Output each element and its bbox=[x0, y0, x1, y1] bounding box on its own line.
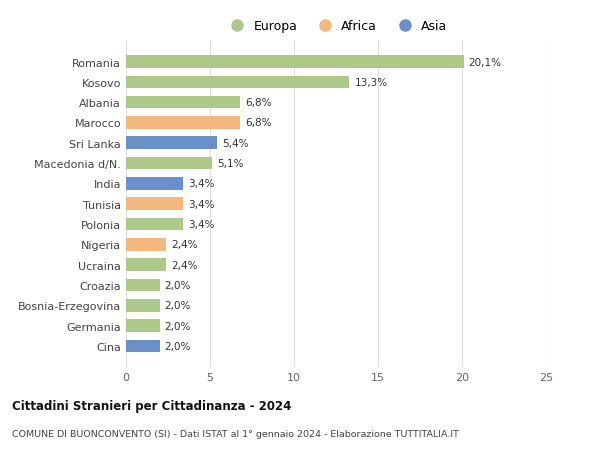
Bar bbox=[126, 56, 464, 69]
Text: 2,4%: 2,4% bbox=[172, 260, 198, 270]
Text: 3,4%: 3,4% bbox=[188, 179, 215, 189]
Text: 2,4%: 2,4% bbox=[172, 240, 198, 250]
Text: 5,1%: 5,1% bbox=[217, 159, 243, 169]
Text: COMUNE DI BUONCONVENTO (SI) - Dati ISTAT al 1° gennaio 2024 - Elaborazione TUTTI: COMUNE DI BUONCONVENTO (SI) - Dati ISTAT… bbox=[12, 429, 459, 438]
Bar bbox=[126, 218, 183, 231]
Bar bbox=[126, 340, 160, 353]
Bar bbox=[126, 76, 349, 89]
Bar bbox=[126, 198, 183, 211]
Text: 13,3%: 13,3% bbox=[355, 78, 388, 88]
Bar bbox=[126, 117, 240, 129]
Text: 20,1%: 20,1% bbox=[469, 57, 502, 67]
Bar bbox=[126, 97, 240, 109]
Bar bbox=[126, 137, 217, 150]
Text: 3,4%: 3,4% bbox=[188, 199, 215, 209]
Bar bbox=[126, 279, 160, 291]
Text: 2,0%: 2,0% bbox=[164, 341, 191, 351]
Text: 2,0%: 2,0% bbox=[164, 280, 191, 290]
Bar bbox=[126, 178, 183, 190]
Text: 3,4%: 3,4% bbox=[188, 219, 215, 230]
Text: 5,4%: 5,4% bbox=[222, 139, 248, 148]
Legend: Europa, Africa, Asia: Europa, Africa, Asia bbox=[220, 15, 452, 38]
Bar bbox=[126, 299, 160, 312]
Text: 6,8%: 6,8% bbox=[245, 118, 272, 128]
Text: 2,0%: 2,0% bbox=[164, 321, 191, 331]
Text: Cittadini Stranieri per Cittadinanza - 2024: Cittadini Stranieri per Cittadinanza - 2… bbox=[12, 399, 292, 412]
Text: 6,8%: 6,8% bbox=[245, 98, 272, 108]
Bar bbox=[126, 319, 160, 332]
Bar bbox=[126, 157, 212, 170]
Bar bbox=[126, 259, 166, 271]
Text: 2,0%: 2,0% bbox=[164, 301, 191, 311]
Bar bbox=[126, 239, 166, 251]
